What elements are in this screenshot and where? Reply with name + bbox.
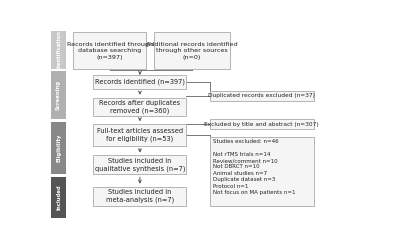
FancyBboxPatch shape — [94, 187, 186, 206]
Text: Records identified (n=397): Records identified (n=397) — [95, 79, 185, 85]
Text: Records after duplicates
removed (n=360): Records after duplicates removed (n=360) — [99, 100, 180, 114]
Text: Screening: Screening — [56, 80, 61, 110]
FancyBboxPatch shape — [210, 137, 314, 206]
FancyBboxPatch shape — [94, 155, 186, 174]
Text: Identification: Identification — [56, 30, 61, 70]
FancyBboxPatch shape — [94, 124, 186, 146]
FancyBboxPatch shape — [94, 75, 186, 89]
Text: Duplicated records excluded (n=37): Duplicated records excluded (n=37) — [208, 93, 315, 98]
Text: Records identified through
database searching
(n=397): Records identified through database sear… — [67, 42, 153, 60]
Text: Studies excluded: n=46

Not rTMS trials n=14
Review/comment n=10
Not DBRCT n=10
: Studies excluded: n=46 Not rTMS trials n… — [213, 139, 295, 195]
FancyBboxPatch shape — [51, 71, 66, 119]
Text: Included: Included — [56, 184, 61, 210]
Text: Studies included in
qualitative synthesis (n=7): Studies included in qualitative synthesi… — [95, 158, 185, 172]
Text: Excluded by title and abstract (n=307): Excluded by title and abstract (n=307) — [204, 122, 319, 127]
Text: Full-text articles assessed
for eligibility (n=53): Full-text articles assessed for eligibil… — [97, 128, 183, 142]
FancyBboxPatch shape — [73, 32, 146, 69]
Text: Eligibility: Eligibility — [56, 134, 61, 162]
FancyBboxPatch shape — [51, 177, 66, 218]
Text: Studies included in
meta-analysis (n=7): Studies included in meta-analysis (n=7) — [106, 189, 174, 203]
FancyBboxPatch shape — [94, 98, 186, 116]
FancyBboxPatch shape — [154, 32, 230, 69]
FancyBboxPatch shape — [51, 122, 66, 174]
Text: Additional records identified
through other sources
(n=0): Additional records identified through ot… — [146, 42, 238, 60]
FancyBboxPatch shape — [51, 31, 66, 69]
FancyBboxPatch shape — [210, 120, 314, 129]
FancyBboxPatch shape — [210, 91, 314, 101]
